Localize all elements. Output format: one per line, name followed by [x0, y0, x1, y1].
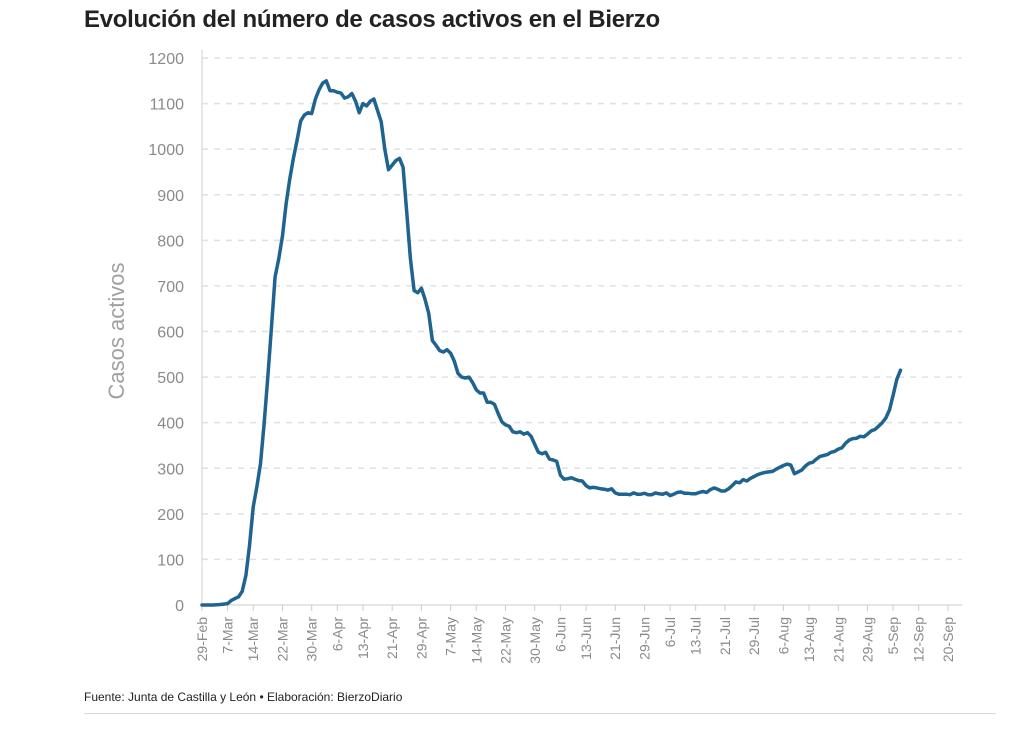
x-tick-label: 21-Jun	[607, 617, 623, 660]
x-tick-label: 30-May	[527, 617, 543, 664]
y-tick-label: 400	[157, 416, 184, 433]
y-tick-label: 700	[157, 279, 184, 296]
chart-title: Evolución del número de casos activos en…	[84, 6, 660, 33]
x-tick-label: 13-Aug	[801, 617, 817, 662]
x-tick-label: 22-May	[498, 617, 514, 664]
x-tick-label: 13-Jul	[688, 617, 704, 655]
x-tick-labels: 29-Feb 7-Mar 14-Mar 22-Mar 30-Mar 6-Apr 13-Apr…	[194, 617, 956, 664]
y-tick-label: 900	[157, 188, 184, 205]
x-tick-label: 5-Sep	[885, 617, 901, 655]
x-tick-label: 21-Jul	[717, 617, 733, 655]
x-tick-label: 12-Sep	[911, 617, 927, 662]
gridlines	[202, 57, 962, 561]
x-tick-label: 6-Apr	[329, 617, 345, 652]
y-tick-label: 800	[157, 233, 184, 250]
y-tick-label: 600	[157, 325, 184, 342]
y-tick-labels: 0 100 200 300 400 500 600 700 800 900 1000 1100 1200	[148, 51, 184, 615]
source-note: Fuente: Junta de Castilla y León • Elabo…	[84, 690, 403, 704]
y-tick-label: 1100	[150, 97, 185, 114]
x-tick-label: 29-Apr	[413, 617, 429, 659]
x-tick-label: 22-Mar	[274, 617, 290, 662]
x-tick-label: 20-Sep	[940, 617, 956, 662]
x-tick-label: 21-Apr	[384, 617, 400, 659]
y-tick-label: 1200	[148, 51, 184, 68]
y-tick-label: 100	[157, 552, 184, 569]
y-tick-label: 300	[157, 461, 184, 478]
axes	[201, 50, 962, 611]
x-tick-label: 29-Jun	[636, 617, 652, 660]
x-tick-label: 6-Jun	[552, 617, 568, 652]
series-line-casos-activos	[200, 79, 903, 607]
y-tick-label: 200	[157, 507, 184, 524]
x-tick-label: 13-Jun	[578, 617, 594, 660]
y-tick-label: 1000	[148, 142, 184, 159]
x-tick-label: 29-Feb	[194, 617, 210, 662]
bottom-divider	[84, 713, 996, 714]
x-tick-label: 30-Mar	[304, 617, 320, 662]
x-tick-label: 6-Aug	[775, 617, 791, 654]
series-lines	[200, 79, 903, 607]
x-tick-label: 13-Apr	[355, 617, 371, 659]
x-tick-label: 14-Mar	[245, 617, 261, 662]
x-tick-label: 6-Jul	[662, 617, 678, 647]
x-tick-label: 7-Mar	[220, 617, 236, 654]
x-tick-label: 29-Jul	[746, 617, 762, 655]
y-tick-label: 0	[175, 598, 184, 615]
y-axis-label: Casos activos	[104, 263, 129, 400]
x-tick-label: 14-May	[468, 617, 484, 664]
y-tick-label: 500	[157, 370, 184, 387]
x-tick-label: 7-May	[443, 617, 459, 656]
x-tick-label: 29-Aug	[860, 617, 876, 662]
x-tick-label: 21-Aug	[830, 617, 846, 662]
